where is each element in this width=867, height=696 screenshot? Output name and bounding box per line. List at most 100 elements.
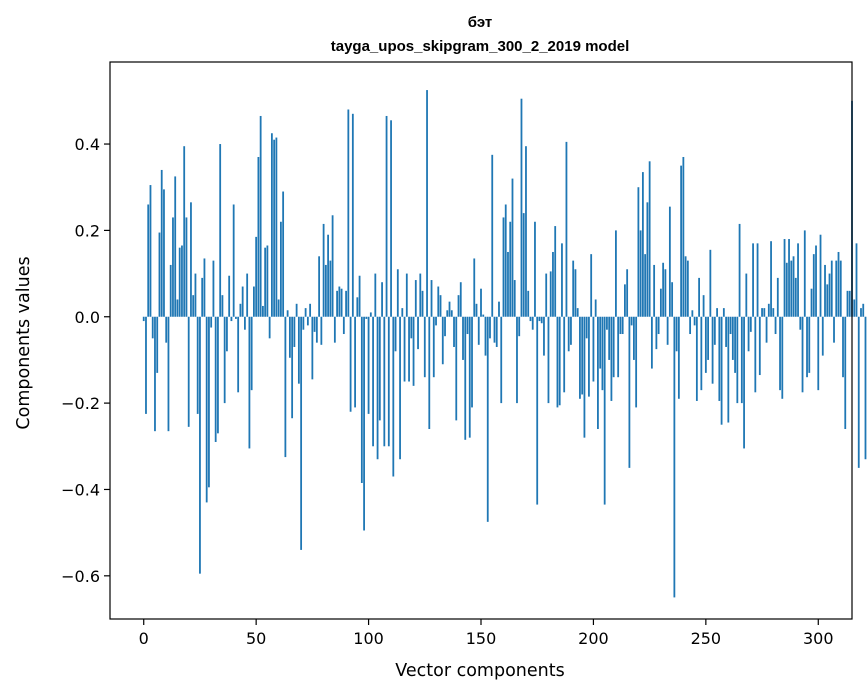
bar-193 bbox=[576, 308, 579, 317]
bar-309 bbox=[837, 251, 840, 317]
bar-119 bbox=[410, 316, 413, 339]
bar-298 bbox=[812, 254, 815, 317]
bar-215 bbox=[626, 269, 629, 317]
bar-199 bbox=[590, 254, 593, 317]
bar-89 bbox=[342, 316, 345, 335]
bar-223 bbox=[644, 254, 647, 317]
bar-277 bbox=[765, 316, 768, 343]
bar-33 bbox=[217, 316, 219, 434]
bar-227 bbox=[653, 264, 656, 317]
bar-229 bbox=[657, 316, 660, 335]
bar-71 bbox=[302, 316, 305, 330]
bar-138 bbox=[453, 316, 455, 347]
y-tick-label: −0.6 bbox=[61, 567, 100, 586]
bar-145 bbox=[468, 316, 471, 438]
bar-169 bbox=[522, 213, 525, 317]
bar-54 bbox=[264, 247, 267, 317]
bar-240 bbox=[682, 156, 685, 317]
bar-117 bbox=[405, 273, 408, 317]
bar-167 bbox=[518, 316, 521, 337]
bar-284 bbox=[781, 316, 784, 399]
bar-271 bbox=[752, 243, 754, 317]
bar-179 bbox=[545, 273, 548, 317]
bar-126 bbox=[426, 90, 428, 317]
bar-297 bbox=[810, 288, 813, 317]
bar-80 bbox=[322, 223, 325, 317]
bar-81 bbox=[324, 264, 327, 317]
bar-95 bbox=[356, 297, 359, 317]
bar-11 bbox=[167, 316, 170, 432]
bar-283 bbox=[779, 316, 781, 391]
bar-282 bbox=[776, 277, 779, 317]
bar-222 bbox=[641, 172, 644, 317]
bar-157 bbox=[495, 316, 498, 347]
bar-2 bbox=[147, 204, 150, 317]
bar-73 bbox=[306, 316, 309, 326]
bar-29 bbox=[208, 316, 210, 488]
y-tick-label: −0.4 bbox=[61, 480, 100, 499]
bar-52 bbox=[259, 115, 262, 317]
bar-127 bbox=[428, 316, 431, 430]
bar-122 bbox=[417, 316, 419, 350]
bar-139 bbox=[455, 316, 458, 421]
bar-6 bbox=[156, 316, 159, 373]
bar-128 bbox=[430, 280, 433, 317]
bar-14 bbox=[174, 176, 177, 317]
bar-252 bbox=[709, 249, 712, 317]
bar-150 bbox=[480, 288, 482, 317]
bar-318 bbox=[857, 316, 860, 468]
bar-143 bbox=[464, 316, 467, 440]
bar-98 bbox=[363, 316, 365, 531]
bar-series bbox=[142, 90, 867, 598]
bar-190 bbox=[570, 316, 572, 345]
bar-102 bbox=[372, 316, 374, 447]
bar-303 bbox=[824, 264, 826, 317]
bar-268 bbox=[745, 273, 748, 317]
bar-104 bbox=[376, 316, 379, 460]
bar-5 bbox=[154, 316, 156, 432]
bar-196 bbox=[583, 316, 586, 438]
bar-276 bbox=[763, 308, 766, 317]
bar-37 bbox=[226, 316, 228, 352]
bar-99 bbox=[365, 316, 368, 319]
bar-204 bbox=[601, 316, 604, 391]
bar-88 bbox=[340, 288, 343, 317]
bar-68 bbox=[295, 303, 298, 317]
y-axis-label: Components values bbox=[14, 256, 34, 429]
bar-289 bbox=[792, 256, 795, 317]
bar-208 bbox=[610, 316, 613, 401]
bar-1 bbox=[145, 316, 147, 414]
bar-42 bbox=[237, 316, 240, 393]
bar-197 bbox=[585, 316, 588, 339]
bar-38 bbox=[228, 275, 231, 317]
bar-47 bbox=[248, 316, 251, 449]
bar-220 bbox=[637, 187, 640, 317]
bar-86 bbox=[336, 290, 338, 317]
bar-100 bbox=[367, 316, 370, 414]
bar-31 bbox=[212, 260, 215, 317]
bar-248 bbox=[700, 316, 703, 391]
bar-262 bbox=[731, 316, 734, 360]
bar-182 bbox=[552, 251, 554, 317]
bar-160 bbox=[502, 217, 505, 317]
bar-161 bbox=[504, 204, 507, 317]
bar-316 bbox=[853, 299, 856, 317]
bar-158 bbox=[498, 301, 500, 317]
bar-260 bbox=[727, 316, 730, 423]
bar-123 bbox=[419, 273, 422, 317]
bar-121 bbox=[414, 280, 417, 317]
bar-130 bbox=[435, 316, 437, 326]
y-axis-ticks: −0.6 −0.4 −0.2 0.0 0.2 0.4 bbox=[61, 135, 110, 586]
bar-114 bbox=[399, 316, 401, 460]
bar-55 bbox=[266, 245, 269, 317]
bar-286 bbox=[785, 262, 788, 317]
bar-213 bbox=[621, 316, 624, 335]
bar-23 bbox=[194, 273, 197, 317]
bar-69 bbox=[297, 316, 300, 384]
bar-35 bbox=[221, 295, 224, 317]
bar-74 bbox=[309, 303, 312, 317]
bar-111 bbox=[392, 316, 395, 477]
bar-311 bbox=[842, 316, 844, 378]
bar-25 bbox=[199, 316, 201, 574]
